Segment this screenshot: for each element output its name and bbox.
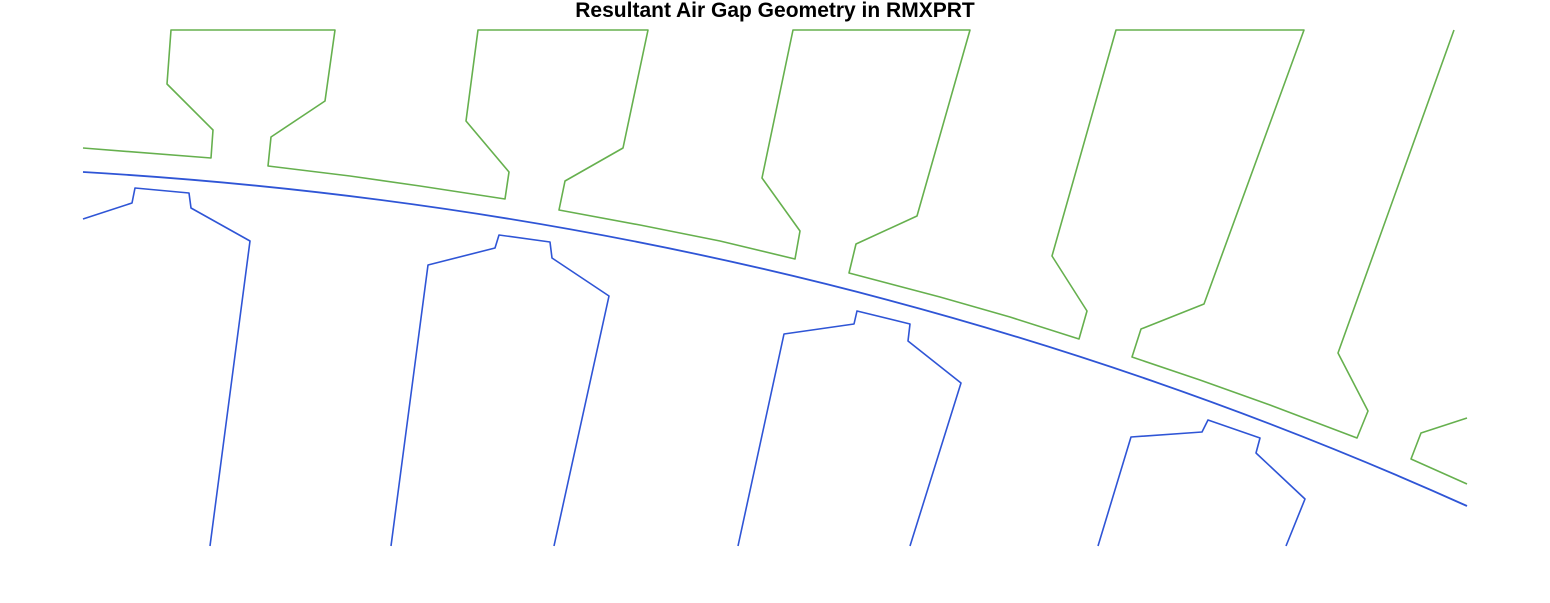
- figure-title: Resultant Air Gap Geometry in RMXPRT: [575, 0, 975, 22]
- rotor-slot-2: [390, 234, 610, 547]
- rotor-slot-4: [1097, 419, 1306, 547]
- rotor-slot-1: [82, 187, 251, 547]
- stator-outline: [82, 29, 1455, 439]
- airgap-boundary-curve: [82, 171, 1468, 507]
- stator-outline-right: [1410, 417, 1468, 485]
- rotor-slot-3: [737, 310, 962, 547]
